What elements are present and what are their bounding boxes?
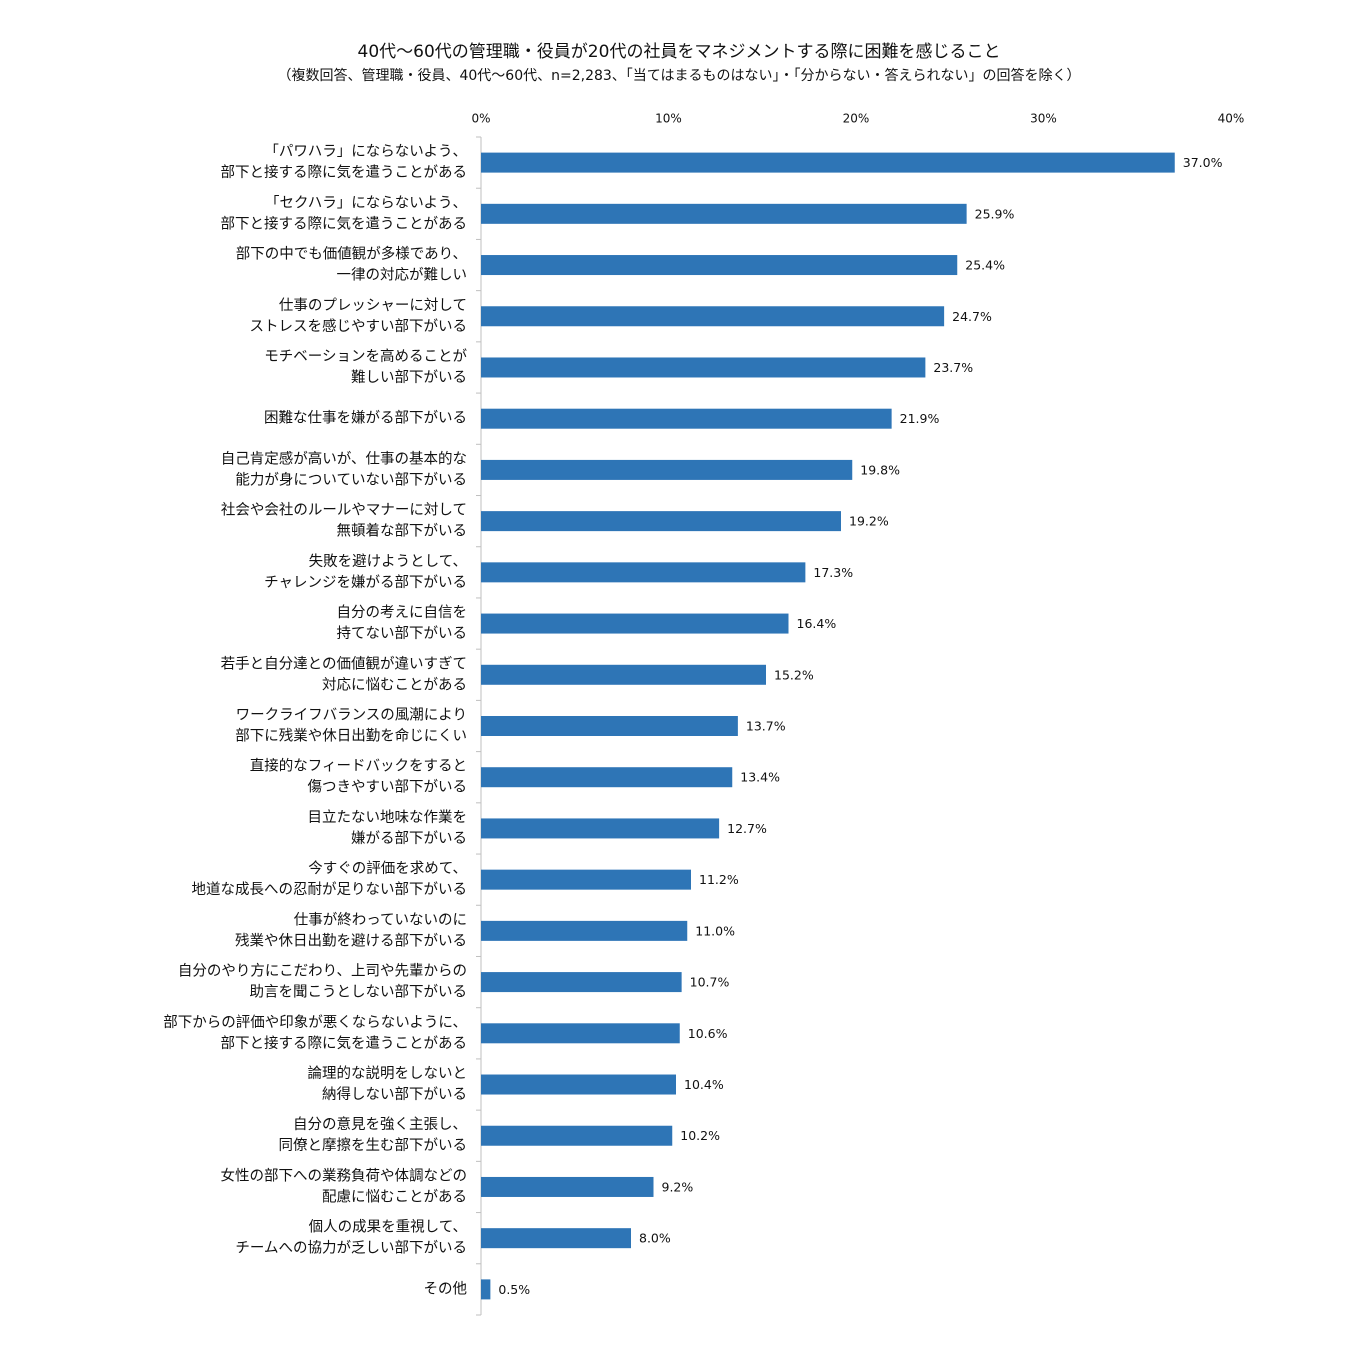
- value-label: 37.0%: [1183, 155, 1223, 170]
- bar: [481, 1279, 491, 1300]
- category-label: 難しい部下がいる: [351, 369, 467, 386]
- category-label: 論理的な説明をしないと: [308, 1065, 468, 1082]
- bar: [481, 613, 789, 634]
- bar: [481, 306, 945, 327]
- value-label: 24.7%: [952, 309, 992, 324]
- bar: [481, 1228, 631, 1249]
- chart-title: 40代～60代の管理職・役員が20代の社員をマネジメントする際に困難を感じること: [358, 42, 1001, 62]
- bar: [481, 972, 682, 993]
- category-label: 若手と自分達との価値観が違いすぎて: [221, 655, 467, 672]
- value-label: 13.4%: [740, 770, 780, 785]
- category-label: 部下に残業や休日出勤を命じにくい: [235, 727, 467, 745]
- category-label: 困難な仕事を嫌がる部下がいる: [264, 410, 467, 427]
- x-tick-label: 20%: [843, 112, 870, 126]
- category-label: 女性の部下への業務負荷や体調などの: [221, 1166, 468, 1184]
- category-label: 「セクハラ」にならないよう、: [265, 194, 467, 211]
- value-label: 10.4%: [684, 1077, 724, 1092]
- value-label: 10.2%: [680, 1128, 720, 1143]
- category-label: 自分の意見を強く主張し、: [293, 1115, 467, 1133]
- category-label: 配慮に悩むことがある: [322, 1188, 467, 1205]
- category-label: 嫌がる部下がいる: [351, 830, 467, 847]
- category-label: 無頓着な部下がいる: [337, 523, 468, 540]
- chart-subtitle: （複数回答、管理職・役員、40代～60代、n=2,283、「当てはまるものはない…: [277, 67, 1080, 84]
- bar: [481, 408, 892, 429]
- value-label: 19.2%: [849, 514, 889, 529]
- bar: [481, 459, 853, 480]
- value-label: 19.8%: [860, 462, 900, 477]
- category-label: 一律の対応が難しい: [337, 267, 468, 284]
- bar: [481, 357, 926, 378]
- category-label: 地道な成長への忍耐が足りない部下がいる: [192, 881, 468, 898]
- x-tick-label: 40%: [1218, 112, 1245, 126]
- category-label: 失敗を避けようとして、: [309, 553, 467, 570]
- category-label: 残業や休日出勤を避ける部下がいる: [235, 932, 467, 949]
- value-label: 10.6%: [688, 1026, 728, 1041]
- category-label: 部下からの評価や印象が悪くならないように、: [163, 1014, 467, 1031]
- bar: [481, 1074, 676, 1095]
- value-label: 15.2%: [774, 667, 814, 682]
- value-label: 10.7%: [690, 975, 730, 990]
- category-label: 傷つきやすい部下がいる: [308, 779, 468, 796]
- category-label: 対応に悩むことがある: [322, 676, 467, 693]
- category-label: 仕事が終わっていないのに: [294, 911, 467, 928]
- bar: [481, 869, 691, 890]
- category-label: 自分のやり方にこだわり、上司や先輩からの: [178, 963, 467, 980]
- x-tick-label: 0%: [471, 112, 490, 126]
- category-label: 部下と接する際に気を遣うことがある: [221, 164, 468, 181]
- bar: [481, 255, 958, 276]
- value-label: 21.9%: [900, 411, 940, 426]
- category-label: チームへの協力が乏しい部下がいる: [235, 1240, 467, 1257]
- value-label: 23.7%: [933, 360, 973, 375]
- category-label: 目立たない地味な作業を: [308, 809, 468, 826]
- category-label: ワークライフバランスの風潮により: [236, 707, 467, 724]
- category-label: ストレスを感じやすい部下がいる: [250, 318, 468, 335]
- value-label: 11.2%: [699, 872, 739, 887]
- category-label: 部下と接する際に気を遣うことがある: [221, 1035, 468, 1052]
- value-label: 25.9%: [975, 206, 1015, 221]
- category-label: 仕事のプレッシャーに対して: [279, 297, 467, 314]
- value-label: 17.3%: [813, 565, 853, 580]
- bar: [481, 767, 733, 788]
- category-label: 部下と接する際に気を遣うことがある: [221, 215, 468, 232]
- value-label: 12.7%: [727, 821, 767, 836]
- category-label: モチベーションを高めることが: [264, 348, 467, 365]
- value-label: 25.4%: [965, 258, 1005, 273]
- bar: [481, 920, 688, 941]
- category-label: 同僚と摩擦を生む部下がいる: [279, 1136, 468, 1154]
- bar: [481, 818, 720, 839]
- x-tick-label: 30%: [1030, 112, 1057, 126]
- category-label: 社会や会社のルールやマナーに対して: [221, 502, 467, 519]
- category-label: 能力が身についていない部下がいる: [235, 471, 467, 488]
- value-label: 8.0%: [639, 1231, 671, 1246]
- category-label: 今すぐの評価を求めて、: [308, 860, 467, 877]
- bar: [481, 562, 806, 583]
- x-tick-label: 10%: [655, 112, 682, 126]
- category-label: 助言を聞こうとしない部下がいる: [250, 984, 468, 1001]
- category-label: 部下の中でも価値観が多様であり、: [236, 246, 467, 263]
- value-label: 0.5%: [498, 1282, 530, 1297]
- category-label: 「パワハラ」にならないよう、: [264, 143, 467, 160]
- category-label: 納得しない部下がいる: [322, 1086, 467, 1103]
- value-label: 16.4%: [797, 616, 837, 631]
- category-label: チャレンジを嫌がる部下がいる: [264, 574, 467, 591]
- category-label: 自己肯定感が高いが、仕事の基本的な: [221, 450, 467, 467]
- category-label: その他: [424, 1280, 468, 1297]
- bar: [481, 1023, 680, 1044]
- value-label: 9.2%: [662, 1179, 694, 1194]
- category-label: 持てない部下がいる: [337, 625, 468, 642]
- value-label: 11.0%: [695, 923, 735, 938]
- bar: [481, 664, 766, 685]
- value-label: 13.7%: [746, 719, 786, 734]
- bar: [481, 511, 841, 532]
- category-label: 個人の成果を重視して、: [309, 1219, 467, 1236]
- bar: [481, 203, 967, 224]
- bar: [481, 716, 738, 736]
- category-label: 直接的なフィードバックをすると: [250, 758, 467, 775]
- bar: [481, 1125, 673, 1146]
- category-label: 自分の考えに自信を: [337, 604, 468, 621]
- bar: [481, 1176, 654, 1197]
- bar: [481, 152, 1175, 173]
